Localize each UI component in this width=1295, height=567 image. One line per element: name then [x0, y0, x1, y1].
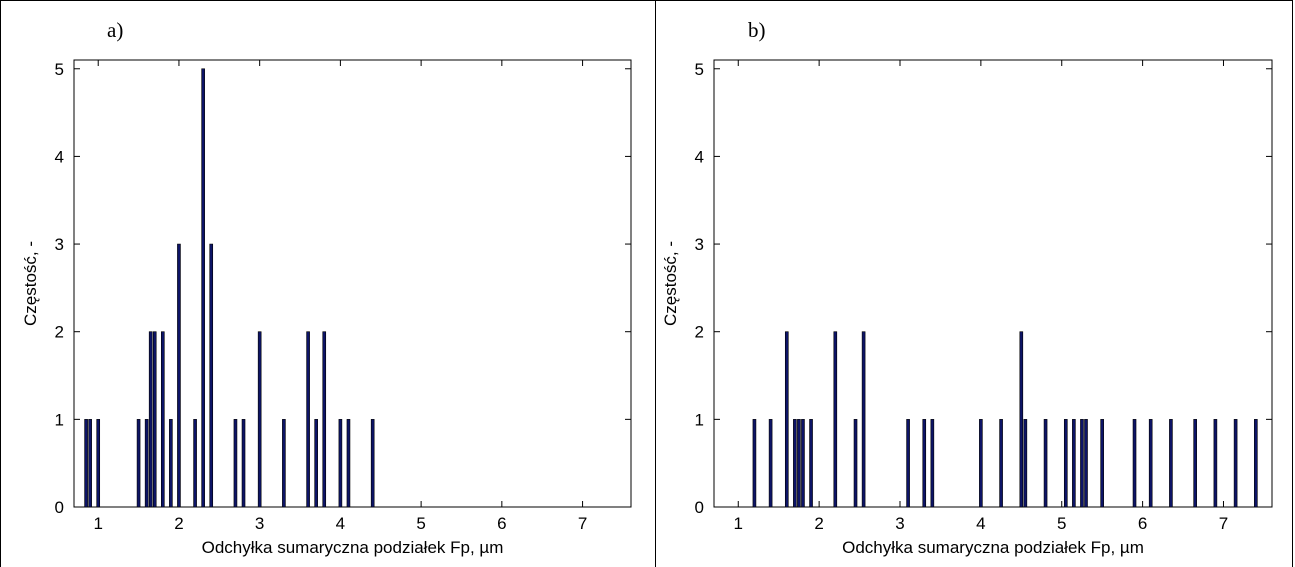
histogram-bar [257, 331, 262, 508]
x-tick-label: 1 [734, 514, 743, 533]
histogram-bar [768, 419, 773, 508]
panel-a-label: a) [107, 18, 124, 42]
x-tick-label: 4 [336, 514, 345, 533]
x-tick-label: 2 [814, 514, 823, 533]
histogram-bar [160, 331, 165, 508]
histogram-bar [930, 419, 935, 508]
histogram-bar [793, 419, 797, 508]
y-tick-label: 0 [55, 498, 64, 517]
axes-box [73, 59, 632, 508]
y-tick-label: 2 [55, 323, 64, 342]
histogram-bar [88, 419, 92, 508]
histogram-bar [979, 419, 983, 508]
histogram-bar [148, 331, 153, 508]
y-tick-label: 1 [695, 410, 704, 429]
histogram-bar [1132, 419, 1137, 508]
histogram-bar [999, 419, 1003, 508]
panel-divider [655, 0, 656, 567]
histogram-bar [1213, 419, 1218, 508]
y-tick-label: 1 [55, 410, 64, 429]
histogram-b: 1 2 3 4 5 6 7 0 1 2 3 4 5 Odchyłka sumaryczna podział… [661, 59, 1273, 557]
histogram-bar [1254, 419, 1258, 508]
histogram-bar [1193, 419, 1197, 508]
y-tick-label: 5 [695, 60, 704, 79]
axes-box [713, 59, 1273, 508]
y-axis-label: Częstość, - [21, 241, 40, 326]
histogram-bar [853, 419, 858, 508]
x-tick-label: 7 [1219, 514, 1228, 533]
histogram-bar [177, 243, 181, 508]
histogram-bar [346, 419, 351, 508]
histogram-a: 1 2 3 4 5 6 7 0 1 2 3 4 5 Odchyłka sumaryczna podział… [21, 59, 632, 557]
y-tick-label: 2 [695, 323, 704, 342]
histogram-bar [801, 419, 805, 508]
panel-b-label: b) [748, 18, 766, 42]
x-tick-label: 3 [895, 514, 904, 533]
y-tick-label: 4 [55, 147, 64, 166]
histogram-bar [370, 419, 375, 508]
histogram-bar [784, 331, 789, 508]
y-tick-label: 3 [55, 235, 64, 254]
y-tick-label: 4 [695, 147, 704, 166]
x-tick-label: 5 [416, 514, 425, 533]
x-tick-label: 5 [1057, 514, 1066, 533]
histogram-bar [1148, 419, 1153, 508]
histogram-bar [861, 331, 866, 508]
histogram-bar [314, 419, 318, 508]
x-tick-label: 4 [976, 514, 985, 533]
histogram-bar [1019, 331, 1024, 508]
histogram-bar [306, 331, 310, 508]
histogram-bar [1080, 419, 1084, 508]
x-tick-label: 1 [93, 514, 102, 533]
histogram-bar [922, 419, 927, 508]
histogram-bar [209, 243, 214, 508]
histogram-bar [1063, 419, 1068, 508]
histogram-bar [338, 419, 343, 508]
y-tick-label: 3 [695, 235, 704, 254]
histogram-bar [233, 419, 238, 508]
histogram-bar [241, 419, 246, 508]
histogram-bar [1023, 419, 1028, 508]
histogram-bar [322, 331, 327, 508]
histogram-bar [906, 419, 910, 508]
x-tick-label: 7 [578, 514, 587, 533]
y-axis-label: Częstość, - [661, 241, 680, 326]
histogram-bar [201, 68, 205, 508]
histogram-bar [833, 331, 838, 508]
histogram-bar [96, 419, 101, 508]
histogram-bar [136, 419, 141, 508]
histogram-bar [752, 419, 757, 508]
histogram-bar [144, 419, 149, 508]
histogram-bar [152, 331, 157, 508]
x-axis-label: Odchyłka sumaryczna podziałek Fp, µm [202, 538, 504, 557]
x-tick-label: 6 [497, 514, 506, 533]
histogram-bar [809, 419, 813, 508]
y-tick-label: 5 [55, 60, 64, 79]
x-axis-label: Odchyłka sumaryczna podziałek Fp, µm [842, 538, 1144, 557]
histogram-bar [84, 419, 88, 508]
histogram-bar [169, 419, 173, 508]
histogram-bar [282, 419, 286, 508]
x-tick-label: 2 [174, 514, 183, 533]
x-tick-label: 3 [255, 514, 264, 533]
histogram-bar [1100, 419, 1104, 508]
histogram-bar [1233, 419, 1238, 508]
histogram-bar [1169, 419, 1173, 508]
histogram-bar [1084, 419, 1088, 508]
histogram-bar [797, 419, 801, 508]
y-tick-label: 0 [695, 498, 704, 517]
histogram-bar [193, 419, 197, 508]
histogram-bar [1043, 419, 1048, 508]
histogram-bar [1072, 419, 1076, 508]
x-tick-label: 6 [1138, 514, 1147, 533]
